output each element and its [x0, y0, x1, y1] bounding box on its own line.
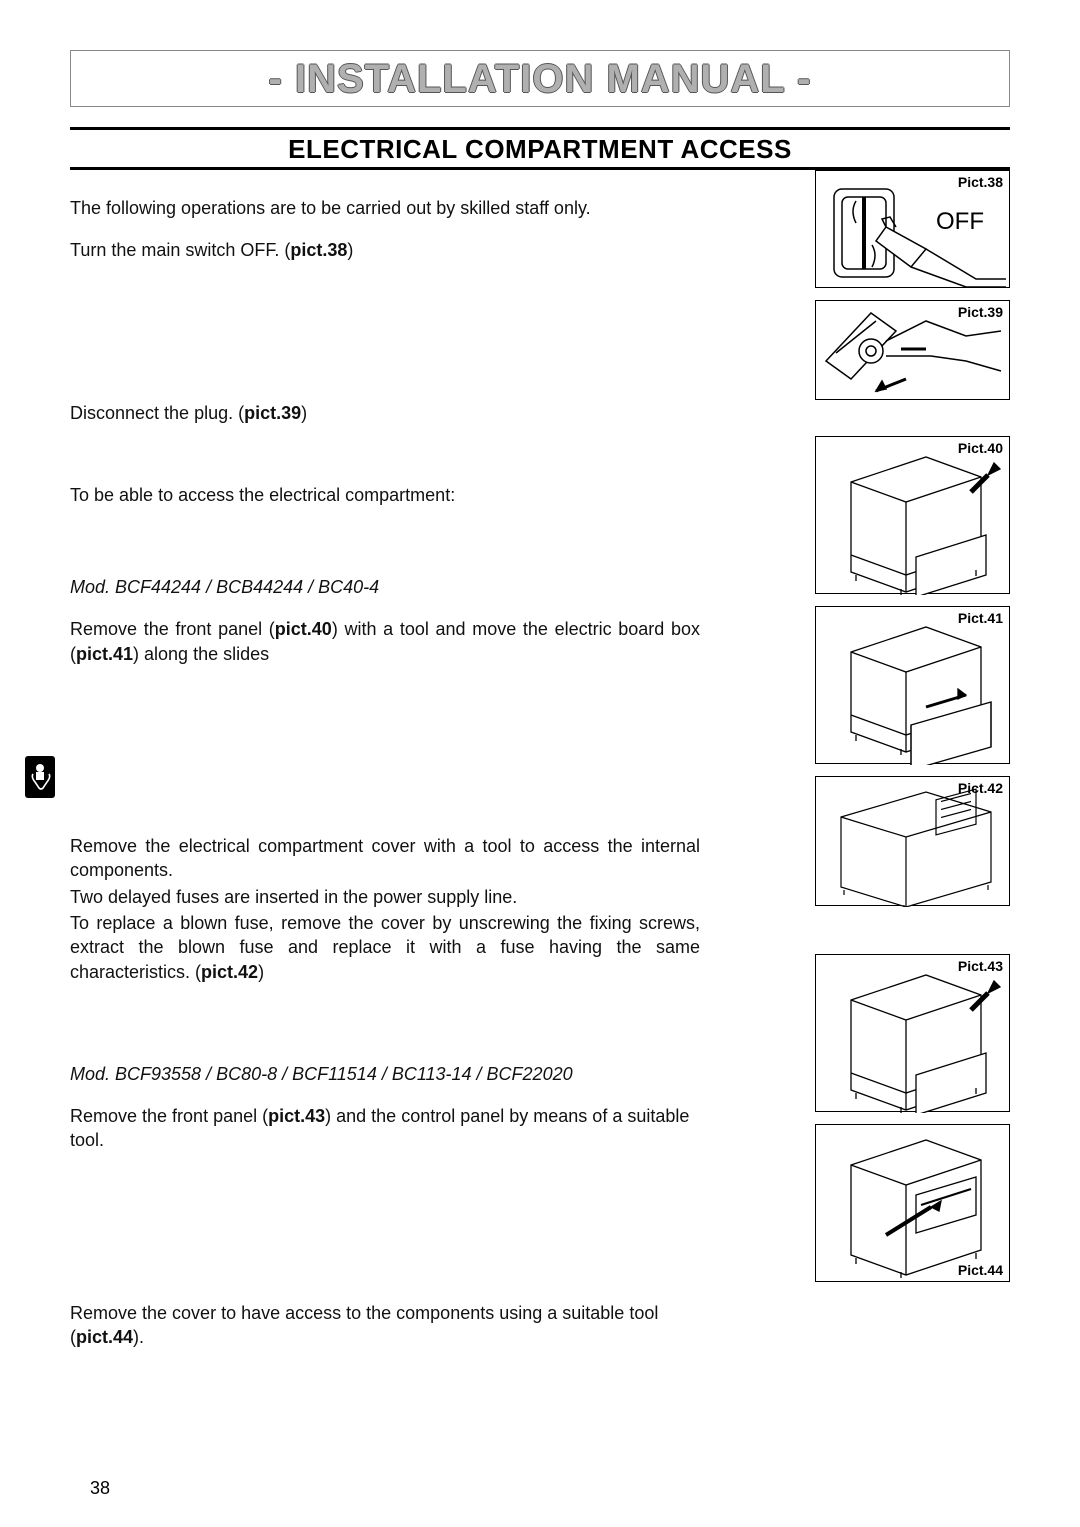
- para-access: To be able to access the electrical comp…: [70, 483, 700, 507]
- section-heading-bar: ELECTRICAL COMPARTMENT ACCESS: [70, 127, 1010, 170]
- figure-44-caption: Pict.44: [958, 1262, 1003, 1278]
- para-intro: The following operations are to be carri…: [70, 196, 700, 220]
- para-switch-off: Turn the main switch OFF. (pict.38): [70, 238, 700, 262]
- model-list-2: Mod. BCF93558 / BC80-8 / BCF11514 / BC11…: [70, 1062, 700, 1086]
- section-heading: ELECTRICAL COMPARTMENT ACCESS: [70, 134, 1010, 165]
- text: ): [258, 962, 264, 982]
- text: Remove the cover to have access to the c…: [70, 1303, 658, 1347]
- text: ): [301, 403, 307, 423]
- ref-pict42: pict.42: [201, 962, 258, 982]
- figure-43-caption: Pict.43: [958, 958, 1003, 974]
- text: To replace a blown fuse, remove the cove…: [70, 913, 700, 982]
- text: ) along the slides: [133, 644, 269, 664]
- off-label: OFF: [936, 208, 984, 235]
- ref-pict40: pict.40: [275, 619, 332, 639]
- para-disconnect: Disconnect the plug. (pict.39): [70, 401, 700, 425]
- para-remove-front-1: Remove the front panel (pict.40) with a …: [70, 617, 700, 666]
- text: Disconnect the plug. (: [70, 403, 244, 423]
- figure-column: Pict.38 OFF Pict.39: [815, 170, 1010, 1294]
- text: ).: [133, 1327, 144, 1347]
- para-replace-fuse: To replace a blown fuse, remove the cove…: [70, 911, 700, 984]
- figure-41: Pict.41: [815, 606, 1010, 764]
- para-fuses: Two delayed fuses are inserted in the po…: [70, 885, 700, 909]
- para-remove-cover: Remove the electrical compartment cover …: [70, 834, 700, 883]
- manual-title: - INSTALLATION MANUAL -: [71, 57, 1009, 102]
- safety-hand-icon: [25, 756, 55, 798]
- model-list-1: Mod. BCF44244 / BCB44244 / BC40-4: [70, 575, 700, 599]
- figure-39-caption: Pict.39: [958, 304, 1003, 320]
- figure-40-caption: Pict.40: [958, 440, 1003, 456]
- ref-pict44: pict.44: [76, 1327, 133, 1347]
- figure-40: Pict.40: [815, 436, 1010, 594]
- para-remove-cover-2: Remove the cover to have access to the c…: [70, 1301, 700, 1350]
- text: Turn the main switch OFF. (: [70, 240, 290, 260]
- figure-43: Pict.43: [815, 954, 1010, 1112]
- figure-38-caption: Pict.38: [958, 174, 1003, 190]
- ref-pict43: pict.43: [268, 1106, 325, 1126]
- text: Remove the front panel (: [70, 619, 275, 639]
- text: Remove the front panel (: [70, 1106, 268, 1126]
- figure-42-caption: Pict.42: [958, 780, 1003, 796]
- ref-pict38: pict.38: [290, 240, 347, 260]
- manual-title-bar: - INSTALLATION MANUAL -: [70, 50, 1010, 107]
- ref-pict39: pict.39: [244, 403, 301, 423]
- para-remove-front-2: Remove the front panel (pict.43) and the…: [70, 1104, 700, 1153]
- page-number: 38: [90, 1478, 110, 1499]
- figure-44: Pict.44: [815, 1124, 1010, 1282]
- figure-42: Pict.42: [815, 776, 1010, 906]
- text: ): [347, 240, 353, 260]
- figure-39: Pict.39: [815, 300, 1010, 400]
- figure-41-caption: Pict.41: [958, 610, 1003, 626]
- figure-38: Pict.38 OFF: [815, 170, 1010, 288]
- ref-pict41: pict.41: [76, 644, 133, 664]
